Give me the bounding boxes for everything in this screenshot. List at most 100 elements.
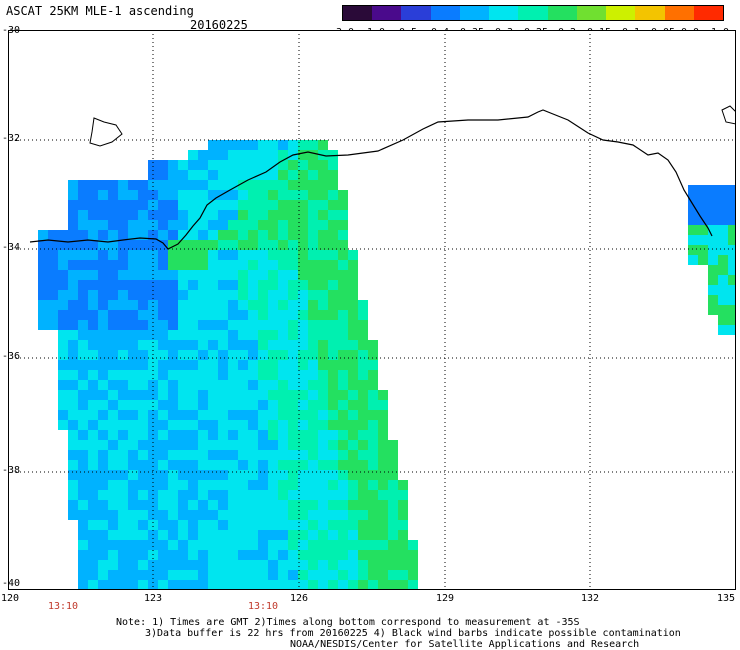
swath-cell (128, 420, 138, 430)
swath-cell (338, 380, 348, 390)
swath-cell (248, 530, 258, 540)
swath-cell (228, 140, 238, 150)
swath-cell (348, 300, 358, 310)
swath-cell (218, 200, 228, 210)
swath-cell (128, 330, 138, 340)
swath-cell (188, 290, 198, 300)
swath-cell (128, 550, 138, 560)
swath-cell (338, 200, 348, 210)
swath-cell (318, 320, 328, 330)
swath-cell (168, 570, 178, 580)
swath-cell (238, 400, 248, 410)
swath-cell (328, 210, 338, 220)
swath-cell (318, 490, 328, 500)
swath-cell (88, 320, 98, 330)
swath-cell (328, 450, 338, 460)
swath-cell (708, 285, 718, 295)
swath-cell (388, 580, 398, 590)
swath-cell (268, 580, 278, 590)
swath-cell (338, 330, 348, 340)
swath-cell (298, 210, 308, 220)
swath-cell (188, 560, 198, 570)
swath-cell (198, 330, 208, 340)
swath-cell (198, 380, 208, 390)
swath-cell (98, 260, 108, 270)
swath-cell (328, 550, 338, 560)
swath-cell (318, 330, 328, 340)
swath-cell (278, 180, 288, 190)
swath-cell (158, 460, 168, 470)
swath-cell (718, 215, 728, 225)
swath-cell (358, 540, 368, 550)
swath-cell (178, 340, 188, 350)
swath-cell (248, 360, 258, 370)
swath-cell (178, 180, 188, 190)
swath-cell (328, 190, 338, 200)
swath-cell (308, 310, 318, 320)
swath-cell (318, 350, 328, 360)
swath-cell (268, 420, 278, 430)
swath-cell (248, 320, 258, 330)
swath-cell (158, 190, 168, 200)
swath-cell (178, 360, 188, 370)
swath-cell (208, 270, 218, 280)
swath-cell (308, 510, 318, 520)
swath-cell (88, 200, 98, 210)
swath-cell (228, 540, 238, 550)
swath-cell (158, 510, 168, 520)
swath-cell (228, 580, 238, 590)
swath-cell (258, 370, 268, 380)
swath-cell (278, 320, 288, 330)
swath-cell (188, 300, 198, 310)
swath-cell (128, 580, 138, 590)
swath-cell (198, 360, 208, 370)
swath-cell (238, 560, 248, 570)
swath-cell (298, 230, 308, 240)
swath-cell (228, 280, 238, 290)
swath-cell (328, 300, 338, 310)
swath-cell (318, 470, 328, 480)
swath-cell (258, 320, 268, 330)
swath-cell (288, 270, 298, 280)
swath-cell (228, 230, 238, 240)
swath-cell (298, 370, 308, 380)
swath-cell (268, 490, 278, 500)
swath-cell (318, 520, 328, 530)
swath-cell (168, 230, 178, 240)
swath-cell (238, 390, 248, 400)
swath-cell (168, 370, 178, 380)
swath-cell (328, 350, 338, 360)
swath-cell (308, 330, 318, 340)
swath-cell (88, 250, 98, 260)
swath-cell (128, 470, 138, 480)
swath-cell (278, 330, 288, 340)
swath-cell (168, 510, 178, 520)
swath-cell (138, 330, 148, 340)
swath-cell (278, 420, 288, 430)
swath-cell (318, 410, 328, 420)
swath-cell (318, 420, 328, 430)
swath-cell (718, 225, 728, 235)
swath-cell (128, 430, 138, 440)
swath-cell (298, 190, 308, 200)
swath-cell (78, 240, 88, 250)
swath-cell (228, 420, 238, 430)
swath-cell (228, 510, 238, 520)
swath-cell (148, 320, 158, 330)
swath-cell (118, 220, 128, 230)
swath-cell (348, 500, 358, 510)
swath-cell (138, 190, 148, 200)
swath-cell (338, 390, 348, 400)
swath-cell (68, 190, 78, 200)
swath-cell (308, 200, 318, 210)
swath-cell (158, 350, 168, 360)
swath-cell (228, 160, 238, 170)
map-frame (8, 30, 736, 590)
swath-cell (318, 460, 328, 470)
swath-cell (168, 220, 178, 230)
swath-cell (708, 185, 718, 195)
swath-cell (218, 440, 228, 450)
swath-cell (88, 540, 98, 550)
swath-cell (198, 190, 208, 200)
swath-cell (128, 450, 138, 460)
